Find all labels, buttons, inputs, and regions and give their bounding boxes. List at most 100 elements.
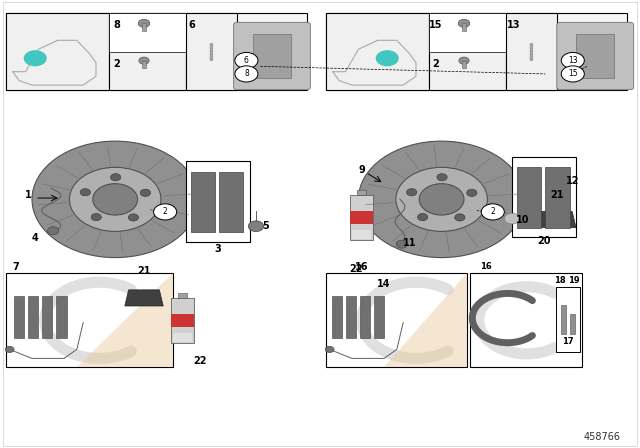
Text: 21: 21 [550,190,564,200]
Polygon shape [384,273,467,367]
Text: 7: 7 [13,262,19,271]
Bar [429,13,506,90]
Text: 2: 2 [433,59,439,69]
Bar [326,13,429,90]
Bar [462,23,466,31]
Text: 2: 2 [490,207,495,216]
Bar [374,296,384,338]
Text: 8: 8 [244,69,249,78]
Circle shape [467,189,477,196]
Bar [171,298,194,343]
Bar [28,296,38,338]
Text: 3: 3 [214,244,221,254]
Bar [576,34,614,78]
Circle shape [396,167,488,231]
Bar [186,13,237,90]
Bar [6,273,173,367]
Circle shape [24,50,47,66]
Text: 16: 16 [481,262,492,271]
Bar [210,43,212,60]
Circle shape [128,214,138,221]
FancyBboxPatch shape [234,22,310,90]
FancyBboxPatch shape [557,22,634,90]
Bar [42,296,52,338]
Text: 18: 18 [554,276,565,285]
Circle shape [47,227,59,235]
Text: 12: 12 [566,177,580,186]
Text: 19: 19 [568,276,580,285]
Bar [326,13,627,90]
Circle shape [139,57,149,64]
Bar [191,172,215,232]
Bar [14,296,24,338]
Bar [360,296,370,338]
Text: 22: 22 [193,356,207,366]
Bar [6,13,109,90]
Bar [346,296,356,338]
Polygon shape [538,211,576,228]
Circle shape [396,240,408,248]
Bar [517,167,541,228]
Circle shape [140,189,150,196]
Bar [253,34,291,78]
Bar [186,161,250,242]
Circle shape [235,52,258,69]
Bar [352,230,371,239]
Circle shape [80,189,90,196]
Circle shape [459,57,469,64]
Bar [545,167,570,228]
Circle shape [437,174,447,181]
Text: 15: 15 [568,69,578,78]
Bar [326,273,467,367]
Circle shape [417,214,428,221]
Text: 20: 20 [537,236,551,246]
Bar [470,273,582,367]
Text: 458766: 458766 [583,432,620,442]
Circle shape [248,221,264,232]
Circle shape [111,174,121,181]
Circle shape [154,204,177,220]
Bar [357,190,366,195]
Circle shape [458,19,470,27]
Bar [173,333,192,342]
Bar [462,60,466,68]
Bar [530,43,532,60]
Circle shape [561,66,584,82]
Circle shape [454,214,465,221]
Bar [332,296,342,338]
Text: 11: 11 [403,238,417,248]
Text: 4: 4 [31,233,38,243]
Text: 16: 16 [355,262,369,271]
Circle shape [325,346,334,353]
Polygon shape [77,273,173,367]
Text: 10: 10 [516,215,530,224]
Bar [429,13,506,52]
Circle shape [358,141,525,258]
Text: 6: 6 [189,20,195,30]
Text: 2: 2 [163,207,168,216]
Bar [506,13,557,90]
Bar [178,293,187,298]
Circle shape [419,184,464,215]
Text: 8: 8 [114,20,120,30]
Text: 13: 13 [506,20,520,30]
Circle shape [406,189,417,196]
Circle shape [504,213,520,224]
Circle shape [561,52,584,69]
Circle shape [91,214,101,221]
Text: 13: 13 [568,56,578,65]
Bar [171,314,194,327]
Bar [556,287,580,352]
Polygon shape [125,290,163,306]
Bar [561,305,566,334]
Circle shape [5,346,14,353]
Bar [219,172,243,232]
Text: 22: 22 [349,264,363,274]
Text: 9: 9 [358,165,365,175]
Bar [109,13,186,90]
Bar [512,157,576,237]
Bar [350,195,373,240]
Circle shape [93,184,138,215]
Text: 5: 5 [262,221,269,231]
Text: 15: 15 [429,20,443,30]
